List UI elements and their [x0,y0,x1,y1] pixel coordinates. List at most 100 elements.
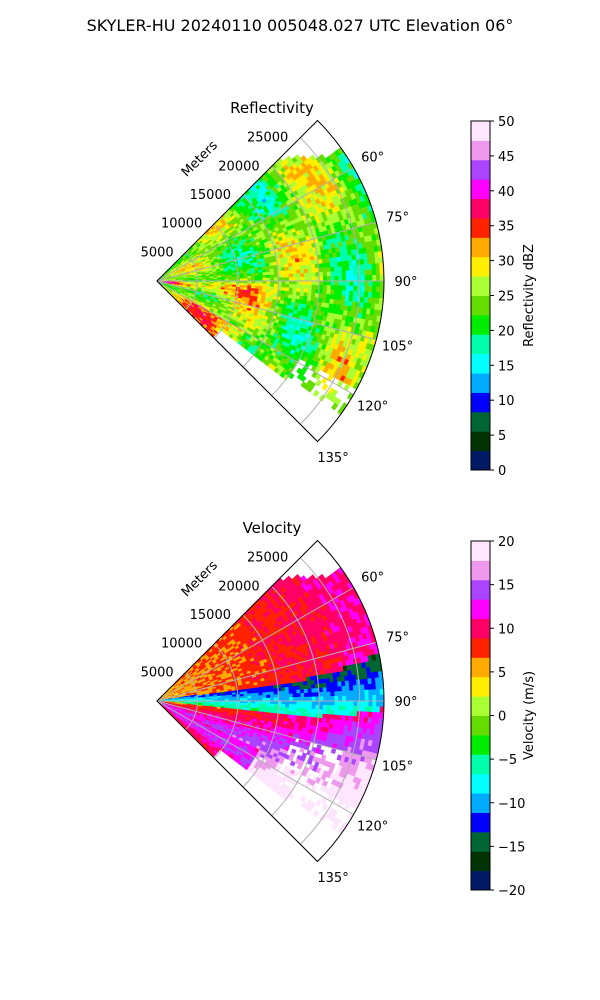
data-cell [307,272,313,278]
range-tick-label: 25000 [247,131,288,146]
data-cell [281,273,286,279]
data-cell [251,695,256,699]
colorbar-segment [471,334,490,355]
data-cell [360,291,366,298]
colorbar-segment [471,159,490,180]
colorbar-segment [471,295,490,316]
data-cell [334,285,339,291]
data-cell [379,274,385,282]
data-cell [289,277,294,282]
range-axis-label: Meters [179,138,221,180]
colorbar-segment [471,256,490,277]
data-cell [318,289,324,295]
data-cell [360,269,366,276]
data-cell [352,264,358,272]
data-cell [321,383,329,391]
data-cell [353,270,358,277]
data-cells [156,147,385,415]
data-cell [338,275,343,282]
colorbar-segment [471,198,490,219]
data-cell [273,283,279,288]
colorbar-segment [471,217,490,238]
data-cell [341,265,347,272]
data-cell [334,280,339,287]
data-cell [285,284,290,289]
data-cell [310,264,316,270]
data-cell [319,276,324,282]
data-cell [296,280,302,286]
data-cell [300,276,305,282]
data-cell [342,275,347,282]
data-cell [303,288,309,294]
data-cell [307,280,313,286]
data-cell [288,269,294,275]
data-cell [330,289,335,296]
colorbar-segment [471,314,490,335]
data-cell [345,290,351,297]
data-cell [292,266,297,271]
data-cell [296,269,301,274]
data-cell [326,267,332,273]
data-cell [247,275,252,279]
data-cell [299,265,305,271]
data-cell [334,275,339,282]
data-cell [368,280,373,287]
data-cell [300,272,305,278]
range-tick-label: 5000 [141,245,174,260]
azimuth-tick-label: 75° [386,211,409,226]
data-cell [288,273,294,278]
data-cell [292,287,298,293]
azimuth-tick-label: 60° [361,151,384,166]
data-cell [254,695,260,699]
data-cell [266,271,271,276]
colorbar-tick-label: 50 [498,115,515,130]
data-cell [295,265,301,271]
data-cell [341,270,347,277]
data-cell [338,270,343,277]
data-cell [296,284,302,289]
colorbar-tick-label: 5 [498,429,506,444]
data-cell [273,274,279,279]
data-cell [371,291,377,299]
data-cell [375,269,381,276]
data-cell [372,286,377,293]
data-cell [322,289,328,295]
data-cell [364,280,370,287]
data-cell [307,284,313,290]
panel-title: Velocity [243,519,302,537]
colorbar-tick-label: 15 [498,359,515,374]
data-cell [288,287,294,293]
data-cell [303,268,309,274]
data-cell [349,290,354,297]
data-cell [322,285,328,291]
data-cell [379,280,385,288]
data-cell [258,275,264,279]
colorbar-tick-label: 10 [498,394,515,409]
data-cell [345,270,351,277]
range-tick-label: 20000 [218,159,259,174]
range-tick-label: 10000 [161,217,202,232]
azimuth-tick-label: 135° [317,451,348,466]
data-cell [270,283,275,288]
data-cell [330,280,336,286]
data-cell [273,271,279,276]
colorbar-segment [471,353,490,374]
azimuth-tick-label: 120° [357,400,388,415]
data-cell [345,285,351,292]
data-cell [284,266,290,272]
data-cell [352,290,358,298]
data-cell [307,268,313,274]
data-cell [338,280,343,287]
colorbar-segment [471,140,490,161]
data-cell [349,265,354,272]
data-cell [360,264,366,271]
data-cell [288,284,294,289]
colorbar-segment [471,237,490,258]
data-cell [337,266,343,272]
colorbar-tick-label: 40 [498,185,515,200]
data-cell [334,271,339,277]
data-cell [285,273,290,278]
data-cell [292,277,298,282]
